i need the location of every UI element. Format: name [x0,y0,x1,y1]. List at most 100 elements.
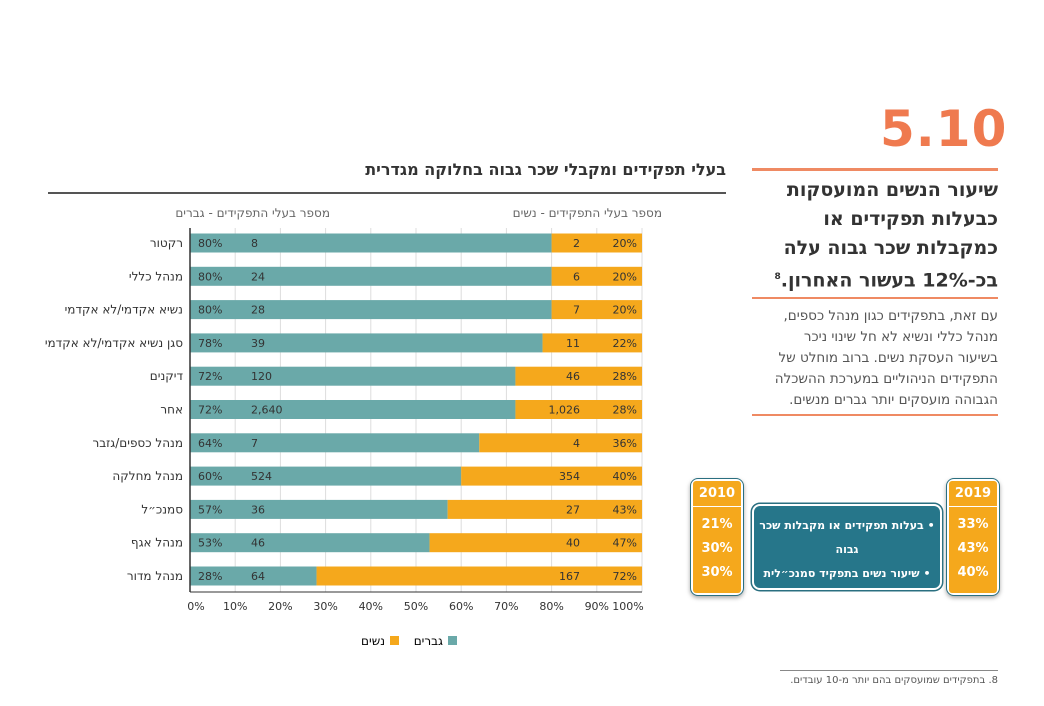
women-count-label: 40 [566,537,580,550]
headline-line: כבעלות תפקידים או [823,208,998,230]
x-tick-label: 90% [585,600,609,613]
comparison-item: נשים בתפקיד מנהלת מחלקה [767,591,916,604]
women-percent-label: 36% [613,437,637,450]
men-percent-label: 80% [198,270,222,283]
women-count-label: 167 [559,570,580,583]
bar-women [551,266,642,286]
women-percent-label: 43% [613,503,637,516]
comparison-legend: • בעלות תפקידים או מקבלות שכר גבוה • שיע… [752,504,942,604]
men-count-label: 2,640 [251,404,283,417]
value: 21% [701,517,733,532]
value: 30% [701,541,733,556]
women-count-label: 7 [573,304,580,317]
bar-women [551,233,642,253]
x-tick-label: 0% [187,600,204,613]
bar-women [447,499,642,519]
value: 33% [957,517,989,532]
title-rule [48,192,726,194]
comparison-item: בעלות תפקידים או מקבלות שכר גבוה [759,519,924,556]
bar-women [461,466,642,486]
value: 43% [957,541,989,556]
men-count-label: 7 [251,437,258,450]
comparison-item: שיעור נשים בתפקיד סמנכ״לית [763,567,920,580]
year-label: 2019 [949,481,997,507]
value: 30% [701,565,733,580]
women-count-label: 46 [566,370,580,383]
women-percent-label: 20% [613,304,637,317]
category-label: סגן נשיא אקדמי/לא אקדמי [45,336,183,350]
category-label: מנהל כספים/גזבר [92,436,183,450]
divider [752,414,998,416]
footnote: 8. בתפקידים שמועסקים בהם יותר מ-10 עובדי… [780,670,998,686]
women-percent-label: 20% [613,237,637,250]
bar-men [190,400,516,419]
x-tick-label: 60% [449,600,473,613]
women-count-label: 4 [573,437,580,450]
category-label: נשיא אקדמי/לא אקדמי [65,303,183,317]
category-label: מנהל אגף [131,536,183,550]
category-label: דיקנים [150,369,184,383]
paragraph-line: עם זאת, בתפקידים כגון מנהל כספים, [783,308,998,324]
category-label: מנהל כללי [129,269,183,283]
women-percent-label: 28% [613,370,637,383]
women-count-label: 354 [559,470,580,483]
category-label: מנהל מחלקה [112,469,183,483]
headline-line: כמקבלות שכר גבוה עלה [783,237,998,259]
footnote-ref: 8 [774,272,781,282]
paragraph: עם זאת, בתפקידים כגון מנהל כספים, מנהל כ… [752,306,998,411]
women-percent-label: 40% [613,470,637,483]
subtitle-women: מספר בעלי התפקידים - נשים [512,206,662,220]
legend-label-women: נשים [361,634,385,648]
divider [752,168,998,171]
women-count-label: 1,026 [549,404,581,417]
headline-line: בכ-12% בעשור האחרון. [780,269,998,292]
paragraph-line: התפקידים הניהוליים במערכת ההשכלה [774,371,998,387]
section-number: 5.10 [880,100,1008,158]
headline: שיעור הנשים המועסקות כבעלות תפקידים או כ… [752,176,998,295]
men-percent-label: 28% [198,570,222,583]
women-count-label: 27 [566,503,580,516]
women-count-label: 11 [566,337,580,350]
x-tick-label: 80% [539,600,563,613]
x-tick-label: 40% [359,600,383,613]
bar-women [429,533,642,553]
women-percent-label: 72% [613,570,637,583]
men-percent-label: 57% [198,503,222,516]
women-percent-label: 22% [613,337,637,350]
chart-title: בעלי תפקידים ומקבלי שכר גבוה בחלוקה מגדר… [365,160,726,179]
men-count-label: 120 [251,370,272,383]
bar-men [190,333,543,353]
legend-swatch-women [390,636,399,645]
men-percent-label: 60% [198,470,222,483]
x-tick-label: 20% [268,600,292,613]
subtitle-men: מספר בעלי התפקידים - גברים [175,206,330,220]
men-count-label: 24 [251,270,265,283]
value: 40% [957,565,989,580]
men-percent-label: 64% [198,437,222,450]
year-box-2010: 2010 21% 30% 30% [690,478,744,596]
men-percent-label: 53% [198,537,222,550]
headline-line: שיעור הנשים המועסקות [786,179,998,201]
bar-men [190,499,448,519]
men-count-label: 8 [251,237,258,250]
year-box-2019: 2019 33% 43% 40% [946,478,1000,596]
paragraph-line: מנהל כללי ונשיא לא חל שינוי ניכר [803,329,998,345]
legend-swatch-men [448,636,457,645]
x-tick-label: 100% [612,600,643,613]
bar-men [190,433,480,453]
x-tick-label: 10% [223,600,247,613]
men-percent-label: 72% [198,370,222,383]
bar-men [190,300,552,320]
men-percent-label: 78% [198,337,222,350]
paragraph-line: הגבוהה מועסקים יותר גברים מנשים. [789,392,998,408]
men-percent-label: 80% [198,304,222,317]
paragraph-line: בשיעור העסקת נשים. ברוב מוחלט של [778,350,998,366]
category-label: רקטור [150,236,183,250]
men-count-label: 36 [251,503,265,516]
legend-label-men: גברים [414,634,443,648]
women-count-label: 2 [573,237,580,250]
men-count-label: 524 [251,470,272,483]
men-percent-label: 80% [198,237,222,250]
category-label: אחר [160,403,183,417]
